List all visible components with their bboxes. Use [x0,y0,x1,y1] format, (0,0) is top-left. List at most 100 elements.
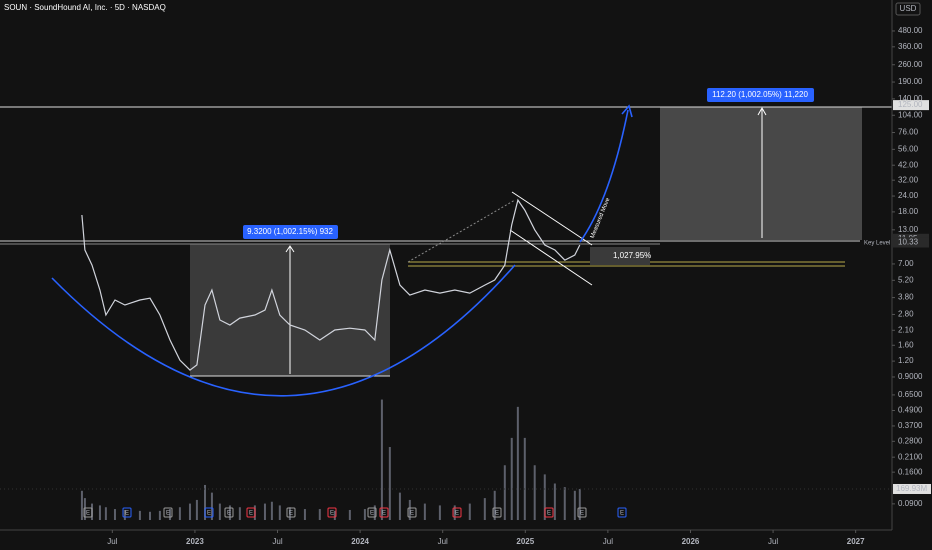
currency: USD [900,4,917,13]
measure-label: 112.20 (1,002.05%) 11,220 [712,90,808,99]
y-tick-label: 24.00 [898,191,919,200]
volume-bar [288,507,291,520]
event-box [617,507,627,518]
event-label: E [289,511,293,517]
event-label: E [125,511,129,517]
gain-box [590,247,650,265]
measure-badge [707,88,814,102]
event-box [367,507,377,518]
event-box [122,507,132,518]
y-tick-label: 2.10 [898,325,914,334]
y-tick-label: 0.1600 [898,467,923,476]
y-tick-label: 2.80 [898,310,914,319]
event-label: E [227,511,231,517]
y-tick-label: 0.6500 [898,390,923,399]
channel-line [509,229,593,286]
volume-bar [453,505,456,520]
y-tick-label: 3.80 [898,293,914,302]
volume-bar [438,505,441,520]
dotted-line [407,199,516,263]
volume-bar [104,507,107,520]
y-tick-label: 0.2100 [898,452,923,461]
volume-bar [408,499,411,520]
channel-line [511,191,593,246]
arrow-head [285,245,295,253]
y-tick-label: 32.00 [898,175,919,184]
projection-arrow [579,109,629,243]
x-tick-label: 2024 [351,537,369,546]
price-badge [893,237,929,248]
y-tick-label: 104.00 [898,110,923,119]
volume-bar [423,503,426,520]
volume-bar [516,406,519,520]
volume-bar [493,490,496,520]
volume-bar [80,490,83,520]
y-tick-label: 56.00 [898,144,919,153]
volume-bar [303,509,306,520]
y-tick-label: 1.60 [898,340,914,349]
event-box [224,507,234,518]
x-tick-label: 2026 [682,537,700,546]
measure-badge [243,225,338,239]
event-label: E [249,511,253,517]
volume-bar [578,488,581,520]
y-tick-label: 260.00 [898,60,923,69]
volume-bar [503,465,506,520]
volume-bar [278,505,281,520]
volume-bar [195,499,198,520]
volume-bar [158,510,161,520]
event-label: E [455,511,459,517]
event-label: E [410,511,414,517]
event-box [83,507,93,518]
y-tick-label: 7.00 [898,259,914,268]
y-tick-label: 0.3700 [898,421,923,430]
y-tick-label: 0.2800 [898,436,923,445]
gain-label: 1,027.95% [613,251,651,260]
volume-bar [113,509,116,520]
volume-bar [218,503,221,520]
price-badge [893,100,929,111]
target-box [660,107,862,240]
volume-bar [483,498,486,520]
y-tick-label: 360.00 [898,42,923,51]
key-level-label: Key Level [864,241,890,247]
volume-bar [363,509,366,520]
event-box [452,507,462,518]
y-tick-label: 1.20 [898,356,914,365]
y-tick-label: 18.00 [898,207,919,216]
event-label: E [382,511,386,517]
event-label: E [166,511,170,517]
event-box [204,507,214,518]
y-tick-label: 5.20 [898,275,914,284]
event-label: E [547,511,551,517]
volume-bar [83,498,86,520]
volume-bar [210,492,213,520]
x-tick-label: 2023 [186,537,204,546]
chart-title: SOUN · SoundHound AI, Inc. · 5D · NASDAQ [4,3,166,12]
volume-bar [148,511,151,520]
volume-bar [388,447,391,520]
volume-badge [893,483,931,494]
cup-curve [51,264,516,397]
y-tick-label: 76.00 [898,128,919,137]
event-label: E [370,511,374,517]
price-badge-label: 10.33 [898,238,919,247]
event-box [379,507,389,518]
price-axis [892,0,932,550]
volume-bar [543,474,546,520]
volume-bar [563,487,566,520]
y-tick-label: 0.9000 [898,372,923,381]
volume-bar [98,505,101,520]
volume-bar [123,509,126,520]
volume-bar [178,507,181,520]
event-label: E [330,511,334,517]
event-label: E [620,511,624,517]
event-label: E [580,511,584,517]
x-tick-label: Jul [438,537,448,546]
event-box [286,507,296,518]
volume-bar [573,490,576,520]
volume-bar [533,465,536,520]
